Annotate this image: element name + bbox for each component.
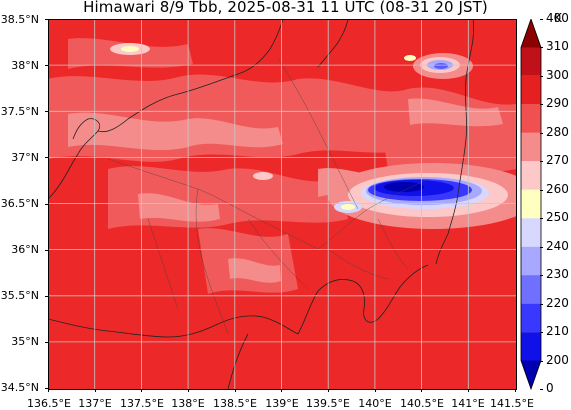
lat-tick bbox=[45, 204, 48, 205]
lon-label: 138°E bbox=[171, 397, 205, 410]
colorbar-label: 230 bbox=[546, 267, 569, 282]
lon-label: 140°E bbox=[358, 397, 392, 410]
colorbar-tick bbox=[540, 360, 543, 362]
lon-label: 139°E bbox=[265, 397, 299, 410]
colorbar-label: 240 bbox=[546, 238, 569, 253]
colorbar-tick bbox=[540, 132, 543, 134]
coastlines bbox=[48, 19, 475, 389]
lon-tick bbox=[188, 389, 189, 392]
lat-label: 38.5°N bbox=[0, 13, 39, 26]
lat-tick bbox=[45, 65, 48, 66]
lon-tick bbox=[375, 389, 376, 392]
colorbar-band bbox=[521, 189, 541, 219]
lat-tick bbox=[45, 157, 48, 158]
lon-tick bbox=[95, 389, 96, 392]
colorbar-label: 210 bbox=[546, 324, 569, 339]
colorbar-band bbox=[521, 47, 541, 76]
colorbar-band bbox=[521, 75, 541, 105]
colorbar-band bbox=[521, 246, 541, 276]
lat-label: 35°N bbox=[11, 335, 39, 348]
lon-label: 137°E bbox=[78, 397, 112, 410]
colorbar-band bbox=[521, 303, 541, 333]
colorbar-band bbox=[521, 275, 541, 304]
map-title: Himawari 8/9 Tbb, 2025-08-31 11 UTC (08-… bbox=[83, 0, 488, 16]
colorbar-tick bbox=[540, 161, 543, 163]
satellite-map bbox=[48, 19, 516, 389]
lon-tick bbox=[468, 389, 469, 392]
lat-label: 34.5°N bbox=[0, 381, 39, 394]
lat-tick bbox=[45, 342, 48, 343]
colorbar-label: 200 bbox=[546, 352, 569, 367]
lat-label: 37°N bbox=[11, 151, 39, 164]
lon-tick bbox=[141, 389, 142, 392]
colorbar-band bbox=[521, 360, 541, 389]
lat-tick bbox=[45, 388, 48, 389]
lat-label: 35.5°N bbox=[0, 289, 39, 302]
lat-tick bbox=[45, 111, 48, 112]
colorbar-band bbox=[521, 218, 541, 247]
lon-label: 141.5°E bbox=[490, 397, 534, 410]
lat-label: 36.5°N bbox=[0, 197, 39, 210]
lon-tick bbox=[328, 389, 329, 392]
colorbar-band bbox=[521, 104, 541, 133]
lat-label: 37.5°N bbox=[0, 105, 39, 118]
colorbar-label: 220 bbox=[546, 295, 569, 310]
colorbar-label: 310 bbox=[546, 39, 569, 54]
colorbar-tick bbox=[540, 104, 543, 106]
lon-tick bbox=[235, 389, 236, 392]
lon-label: 140.5°E bbox=[400, 397, 444, 410]
colorbar-label: 0 bbox=[546, 381, 554, 395]
lat-label: 38°N bbox=[11, 59, 39, 72]
colorbar-band bbox=[521, 132, 541, 162]
colorbar-label: 280 bbox=[546, 124, 569, 139]
colorbar-tick bbox=[540, 218, 543, 220]
colorbar-tick bbox=[540, 189, 543, 191]
colorbar-unit: K bbox=[554, 11, 562, 25]
colorbar-label: 260 bbox=[546, 181, 569, 196]
colorbar-band bbox=[521, 332, 541, 361]
colorbar-tick bbox=[540, 389, 543, 390]
lon-tick bbox=[515, 389, 516, 392]
colorbar-tick bbox=[540, 47, 543, 49]
colorbar-bands bbox=[520, 19, 542, 391]
lon-tick bbox=[421, 389, 422, 392]
colorbar-label: 270 bbox=[546, 153, 569, 168]
lat-tick bbox=[45, 296, 48, 297]
colorbar-tick bbox=[540, 75, 543, 77]
lon-label: 136.5°E bbox=[27, 397, 71, 410]
colorbar-label: 400 bbox=[546, 11, 569, 25]
lat-tick bbox=[45, 250, 48, 251]
cloud-nw bbox=[110, 43, 273, 180]
lon-tick bbox=[48, 389, 49, 392]
colorbar-tick bbox=[540, 246, 543, 248]
lon-tick bbox=[281, 389, 282, 392]
colorbar bbox=[520, 19, 542, 391]
colorbar-tick bbox=[540, 332, 543, 334]
lat-label: 36°N bbox=[11, 243, 39, 256]
cloud-ne bbox=[404, 53, 473, 79]
colorbar-label: 300 bbox=[546, 67, 569, 82]
lon-label: 139.5°E bbox=[306, 397, 350, 410]
lon-label: 141°E bbox=[451, 397, 485, 410]
tbb-field bbox=[48, 19, 516, 389]
colorbar-band bbox=[521, 161, 541, 190]
lon-label: 137.5°E bbox=[120, 397, 164, 410]
colorbar-band bbox=[521, 19, 541, 48]
colorbar-label: 250 bbox=[546, 210, 569, 225]
lon-label: 138.5°E bbox=[213, 397, 257, 410]
colorbar-tick bbox=[540, 19, 543, 20]
colorbar-tick bbox=[540, 303, 543, 305]
colorbar-label: 290 bbox=[546, 96, 569, 111]
grid-lines bbox=[48, 19, 516, 389]
lat-tick bbox=[45, 19, 48, 20]
colorbar-tick bbox=[540, 275, 543, 277]
